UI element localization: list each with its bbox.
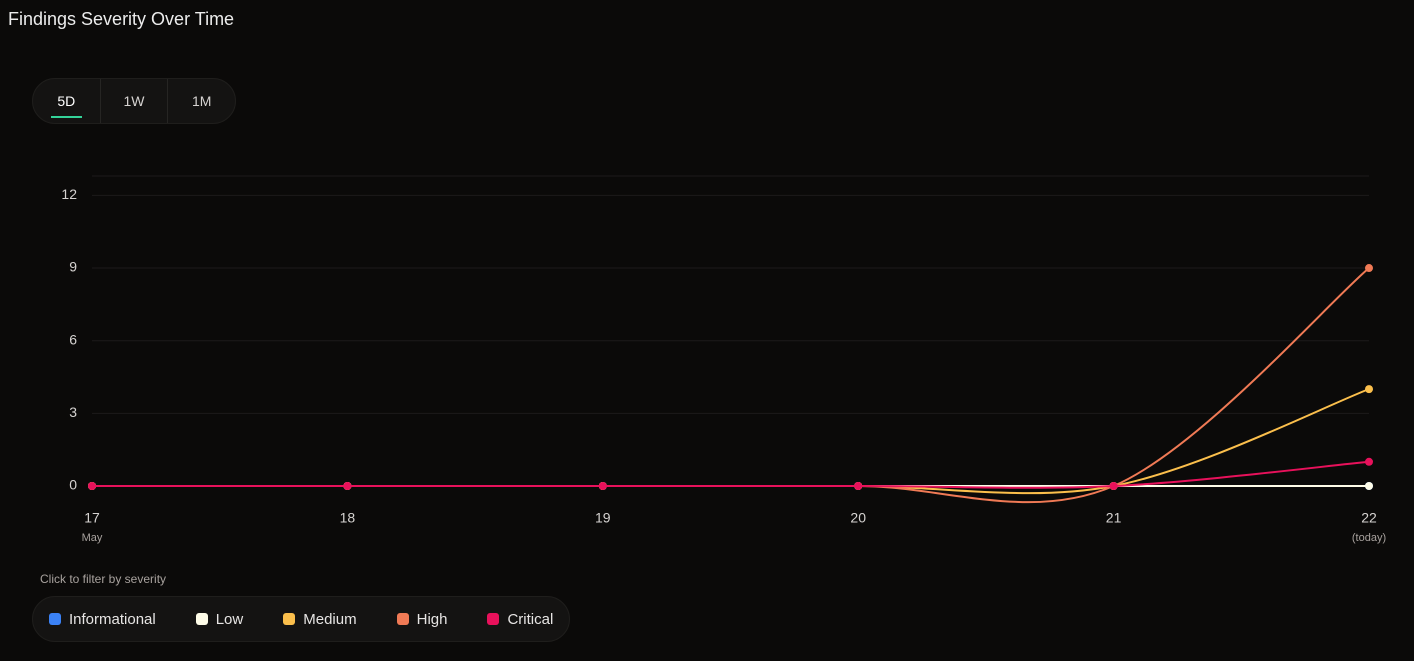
legend-swatch [283, 613, 296, 625]
legend-hint: Click to filter by severity [40, 572, 167, 586]
y-tick-label: 12 [61, 186, 77, 202]
legend-swatch [195, 613, 208, 625]
range-button[interactable]: 1W [99, 79, 168, 123]
legend-item[interactable]: Medium [283, 610, 357, 628]
chart: 0 3 6 9 12 17 May 18 19 20 21 22 (today) [61, 175, 1386, 544]
series-line [92, 388, 1370, 495]
range-selector: 5D 1W 1M [32, 78, 236, 124]
data-point [1365, 482, 1373, 490]
x-tick-label: 21 [1106, 510, 1122, 526]
x-tick-label: 17 [84, 510, 100, 526]
legend-swatch [396, 613, 409, 625]
legend-swatch [487, 613, 500, 625]
y-tick-label: 0 [69, 477, 77, 493]
range-button[interactable]: 5D [33, 79, 100, 123]
range-button[interactable]: 1M [167, 79, 235, 123]
legend-item[interactable]: Low [195, 610, 244, 628]
legend-item[interactable]: Critical [487, 611, 553, 628]
y-tick-label: 3 [69, 404, 77, 420]
x-tick-sublabel: (today) [1352, 532, 1386, 544]
legend-swatch [49, 613, 61, 625]
legend-label: High [416, 610, 448, 628]
data-point [343, 482, 352, 490]
y-tick-label: 6 [69, 331, 77, 347]
series-line [92, 460, 1370, 489]
legend-label: Medium [303, 610, 357, 628]
y-tick-label: 9 [69, 259, 77, 275]
data-point [88, 482, 96, 490]
data-point [598, 482, 607, 490]
data-point [1365, 457, 1373, 466]
data-point [1365, 385, 1373, 394]
data-point [1109, 482, 1118, 490]
x-tick-label: 22 [1361, 510, 1377, 526]
legend-item[interactable]: Informational [49, 611, 156, 628]
x-tick-label: 18 [340, 510, 356, 526]
x-tick-label: 20 [850, 510, 866, 526]
page-title: Findings Severity Over Time [8, 9, 235, 29]
legend-label: Informational [69, 610, 156, 628]
x-tick-sublabel: May [82, 532, 103, 544]
legend-label: Low [215, 610, 244, 628]
legend-item[interactable]: High [396, 610, 448, 628]
data-point [1365, 264, 1373, 273]
x-tick-label: 19 [595, 510, 611, 526]
legend-label: Critical [507, 610, 554, 628]
data-point [854, 482, 863, 490]
legend: Informational Low Medium High Critical [32, 596, 571, 642]
series-line [92, 267, 1370, 504]
